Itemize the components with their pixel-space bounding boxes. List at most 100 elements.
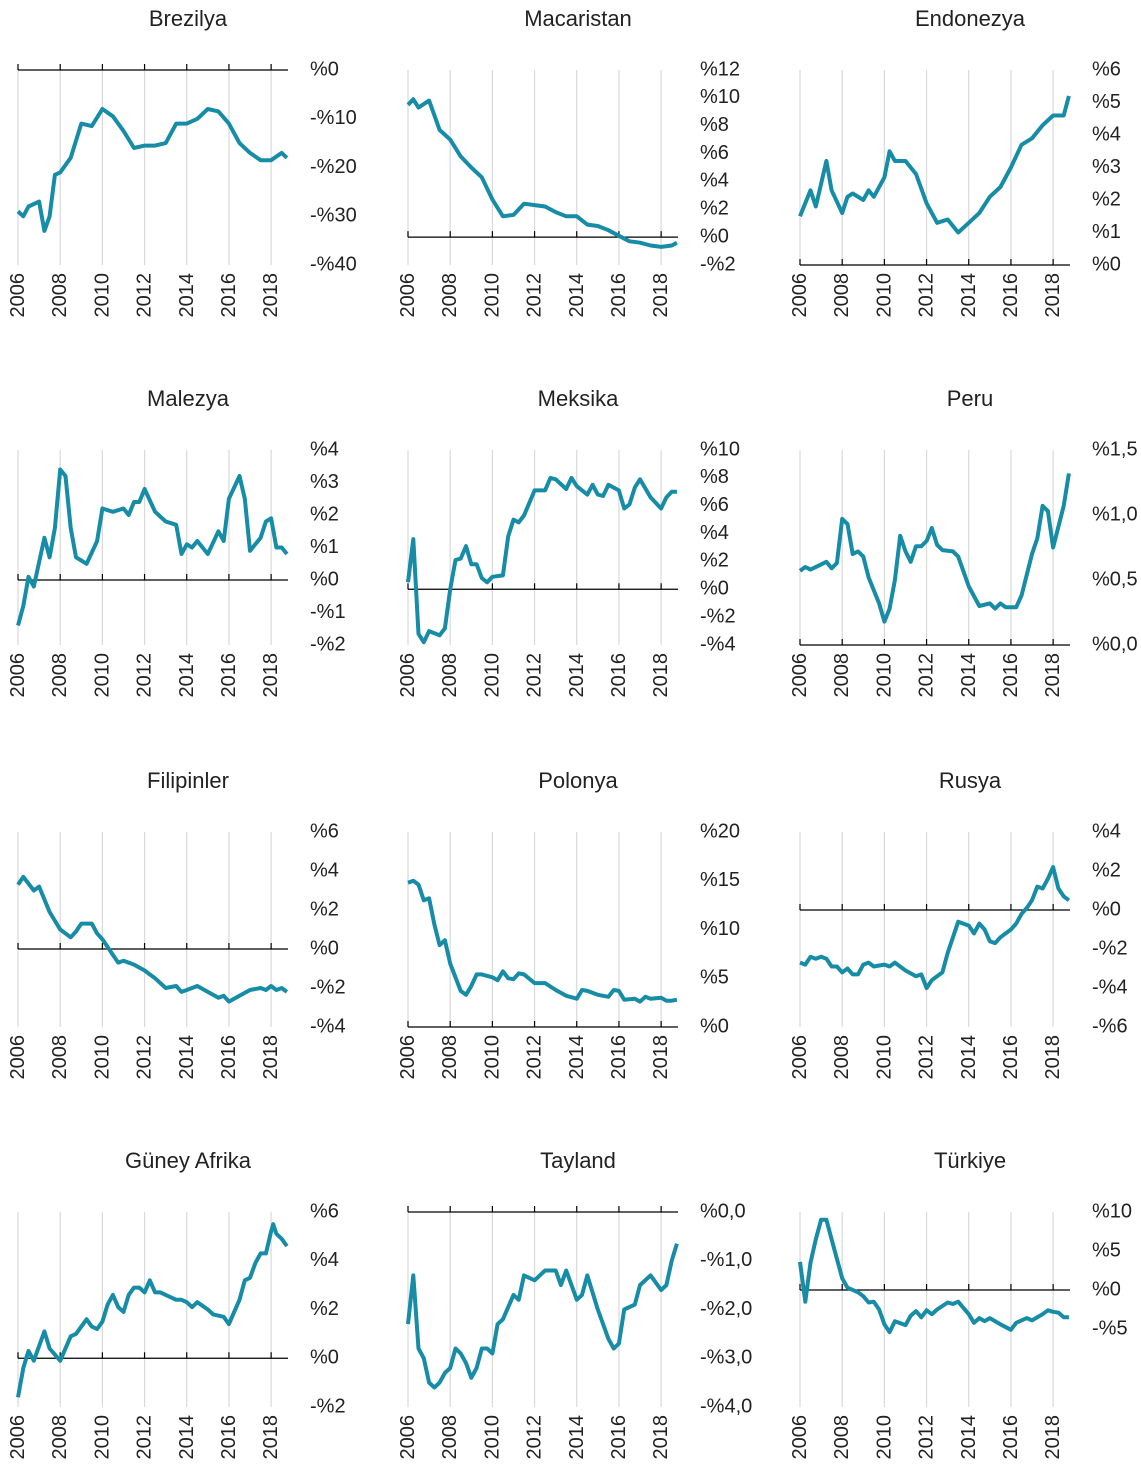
y-tick-label: -%1,0 [700,1249,752,1271]
y-tick-label: -%1 [310,601,346,623]
x-tick-label: 2006 [7,1035,29,1080]
x-tick-label: 2006 [397,653,419,698]
x-tick-label: 2006 [7,1415,29,1460]
y-tick-label: %0,5 [1092,568,1138,590]
y-tick-label: %6 [700,494,729,516]
line [16,467,289,627]
x-tick-label: 2012 [134,273,156,318]
y-tick-label: %12 [700,58,740,80]
x-tick-label: 2010 [873,1415,895,1460]
y-tick-label: %10 [700,918,740,940]
x-tick-label: 2014 [566,1415,588,1460]
y-tick-label: %8 [700,466,729,488]
y-tick-label: %4 [310,438,339,460]
x-tick-label: 2008 [49,273,71,318]
y-tick-label: %0,0 [700,1200,746,1222]
y-tick-label: -%4 [310,1015,346,1037]
line [798,95,1071,235]
y-tick-label: %1 [310,536,339,558]
x-tick-label: 2010 [91,273,113,318]
line [798,473,1071,624]
x-tick-label: 2014 [566,1035,588,1080]
x-tick-label: 2014 [566,273,588,318]
y-tick-label: %4 [1092,123,1121,145]
chart-title: Rusya [939,768,1002,793]
x-tick-label: 2012 [524,653,546,698]
x-tick-label: 2006 [789,273,811,318]
x-tick-label: 2016 [1000,1035,1022,1080]
y-tick-label: %2 [310,503,339,525]
x-tick-label: 2010 [873,653,895,698]
x-tick-label: 2010 [481,1415,503,1460]
x-tick-label: 2014 [176,653,198,698]
y-tick-label: %0 [310,58,339,80]
chart-title: Malezya [147,386,230,411]
y-tick-label: -%2 [700,605,736,627]
y-tick-label: %15 [700,869,740,891]
y-tick-label: -%4 [1092,976,1128,998]
x-tick-label: 2008 [439,1035,461,1080]
x-tick-label: 2018 [1042,273,1064,318]
y-tick-label: %3 [310,471,339,493]
x-tick-label: 2006 [789,653,811,698]
y-tick-label: -%2 [310,1395,346,1417]
chart-title: Filipinler [147,768,229,793]
y-tick-label: %1,5 [1092,438,1138,460]
y-tick-label: %6 [1092,58,1121,80]
chart-title: Peru [947,386,993,411]
x-tick-label: 2010 [91,1415,113,1460]
x-tick-label: 2006 [789,1415,811,1460]
x-tick-label: 2010 [481,273,503,318]
y-tick-label: %20 [700,820,740,842]
y-tick-label: %6 [310,1200,339,1222]
y-tick-label: %0 [310,568,339,590]
y-tick-label: %1,0 [1092,503,1138,525]
y-tick-label: %10 [700,438,740,460]
line [16,874,289,1004]
x-tick-label: 2018 [1042,653,1064,698]
line [406,1243,679,1390]
x-tick-label: 2016 [1000,653,1022,698]
x-tick-label: 2016 [218,273,240,318]
x-tick-label: 2008 [49,653,71,698]
y-tick-label: %5 [1092,1239,1121,1261]
x-tick-label: 2008 [49,1415,71,1460]
x-tick-label: 2014 [958,273,980,318]
x-tick-label: 2014 [958,1415,980,1460]
y-tick-label: %5 [1092,91,1121,113]
x-tick-label: 2016 [218,1035,240,1080]
x-tick-label: 2010 [873,273,895,318]
x-tick-label: 2012 [916,653,938,698]
y-tick-label: %0 [310,1347,339,1369]
x-tick-label: 2018 [650,1415,672,1460]
x-tick-label: 2016 [1000,273,1022,318]
y-tick-label: %2 [310,898,339,920]
x-tick-label: 2012 [134,1415,156,1460]
chart-title: Polonya [538,768,618,793]
y-tick-label: -%2 [700,253,736,275]
x-tick-label: 2012 [524,1415,546,1460]
y-tick-label: %6 [310,820,339,842]
y-tick-label: -%2 [310,633,346,655]
y-tick-label: %2 [1092,859,1121,881]
chart-title: Brezilya [149,6,228,31]
y-tick-label: %0 [700,578,729,600]
y-tick-label: %0 [700,225,729,247]
y-tick-label: %4 [700,522,729,544]
line [799,865,1071,990]
x-tick-label: 2018 [1042,1035,1064,1080]
x-tick-label: 2008 [831,1035,853,1080]
y-tick-label: %1 [1092,221,1121,243]
x-tick-label: 2006 [7,273,29,318]
chart-title: Güney Afrika [125,1148,252,1173]
x-tick-label: 2008 [831,273,853,318]
x-tick-label: 2008 [439,273,461,318]
y-tick-label: -%6 [1092,1015,1128,1037]
x-tick-label: 2012 [916,273,938,318]
x-tick-label: 2018 [260,653,282,698]
x-tick-label: 2018 [260,1035,282,1080]
y-tick-label: -%3,0 [700,1347,752,1369]
y-tick-label: %0 [1092,898,1121,920]
x-tick-label: 2018 [650,1035,672,1080]
